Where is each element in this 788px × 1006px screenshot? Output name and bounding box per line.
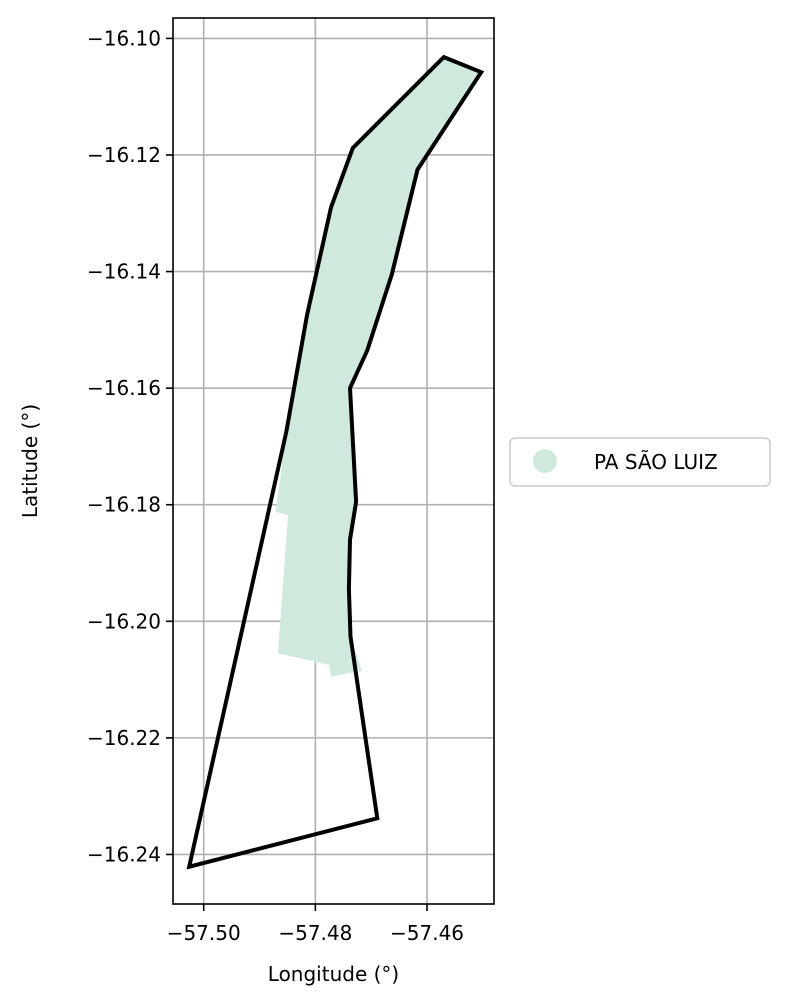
legend: PA SÃO LUIZ — [509, 437, 771, 487]
y-tick-label-7: −16.24 — [87, 842, 161, 866]
boundary-outline — [186, 54, 485, 870]
legend-entry-label: PA SÃO LUIZ — [594, 450, 718, 474]
y-tick-label-5: −16.20 — [87, 609, 161, 633]
y-tick-label-2: −16.14 — [87, 260, 161, 284]
x-tick-label-1: −57.48 — [278, 921, 352, 945]
y-axis-label: Latitude (°) — [18, 404, 42, 518]
legend-marker — [533, 449, 557, 473]
x-axis-ticks: −57.50 −57.48 −57.46 — [167, 904, 464, 945]
y-tick-label-3: −16.16 — [87, 376, 161, 400]
y-tick-label-0: −16.10 — [87, 26, 161, 50]
boundary-polygon — [186, 54, 485, 870]
x-tick-label-0: −57.50 — [167, 921, 241, 945]
x-tick-label-2: −57.46 — [390, 921, 464, 945]
y-tick-label-6: −16.22 — [87, 726, 161, 750]
y-tick-label-4: −16.18 — [87, 493, 161, 517]
x-axis-label: Longitude (°) — [268, 962, 399, 986]
y-tick-label-1: −16.12 — [87, 143, 161, 167]
area-fill — [275, 57, 482, 677]
legend-box — [509, 437, 771, 487]
pa-sao-luiz-area — [275, 57, 482, 677]
y-axis-ticks: −16.10 −16.12 −16.14 −16.16 −16.18 −16.20 −16.… — [87, 26, 173, 866]
plot-frame — [172, 17, 495, 905]
